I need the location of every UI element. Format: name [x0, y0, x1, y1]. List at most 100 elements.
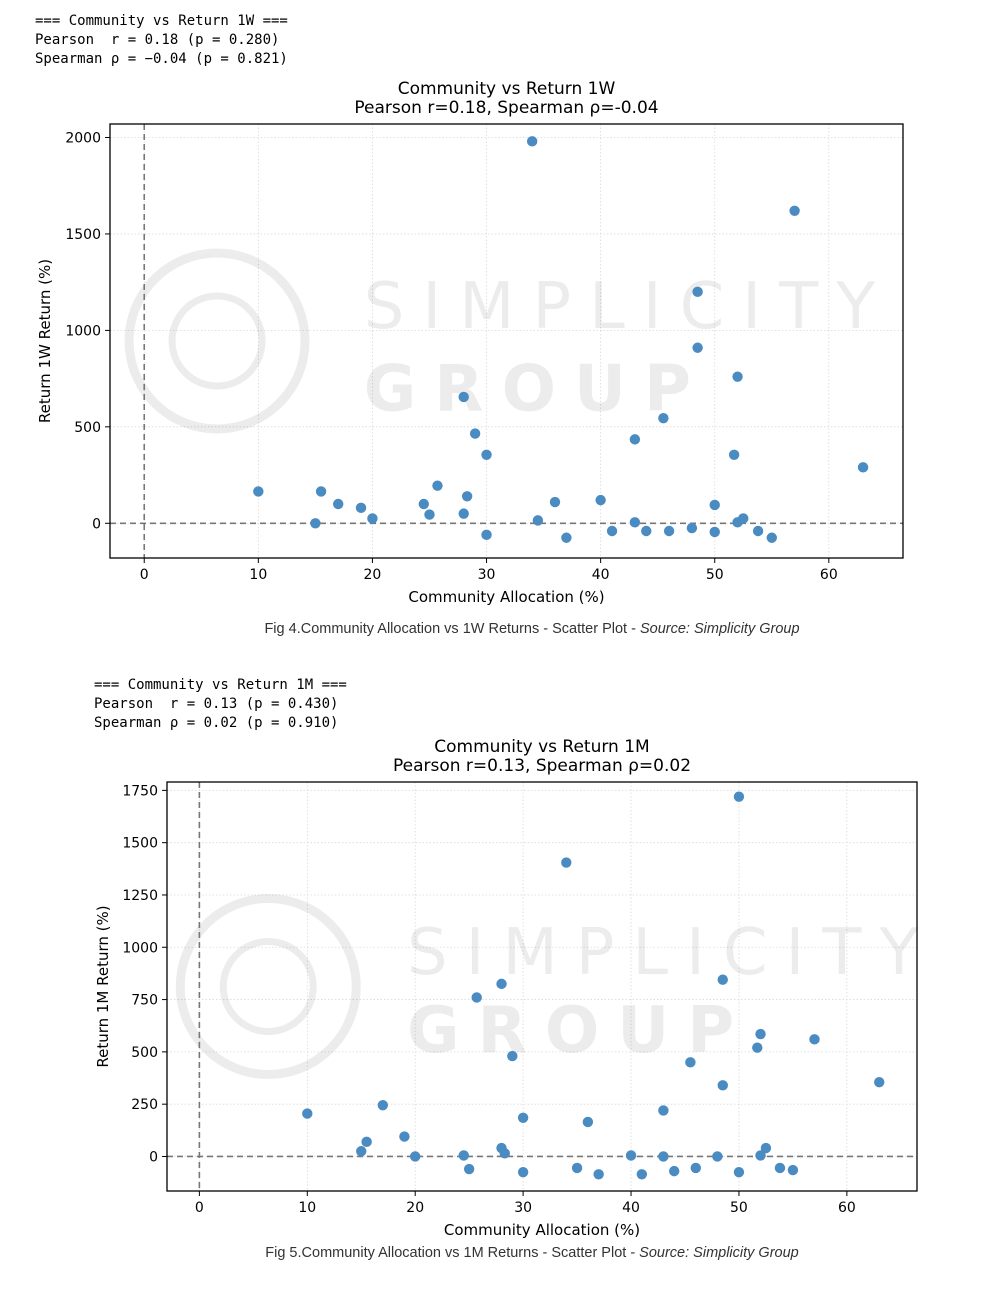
chart-subtitle: Pearson r=0.18, Spearman ρ=-0.04 — [354, 98, 658, 118]
x-axis-label: Community Allocation (%) — [408, 588, 604, 606]
figure-caption-4: Fig 4.Community Allocation vs 1W Returns… — [37, 621, 990, 637]
data-point — [424, 509, 435, 520]
caption-text: Fig 5.Community Allocation vs 1M Returns… — [265, 1245, 640, 1261]
data-point — [549, 496, 561, 508]
y-tick-label: 0 — [92, 516, 101, 532]
x-tick-label: 60 — [820, 567, 838, 583]
data-points — [253, 136, 869, 543]
data-point — [458, 508, 469, 519]
data-point — [787, 1164, 799, 1176]
watermark-logo-icon — [175, 894, 361, 1079]
stats-line: Spearman ρ = 0.02 (p = 0.910) — [94, 715, 339, 731]
data-point — [717, 1080, 728, 1091]
data-point — [692, 342, 703, 353]
data-point — [356, 1146, 367, 1157]
data-point — [766, 532, 777, 543]
x-tick-label: 20 — [406, 1200, 424, 1216]
data-point — [458, 391, 469, 403]
watermark-text: SIMPLICITY — [364, 270, 894, 344]
watermark-logo-icon — [219, 938, 317, 1035]
y-tick-label: 1250 — [122, 888, 158, 904]
data-point — [561, 857, 572, 868]
data-point — [561, 532, 572, 543]
data-point — [410, 1151, 421, 1162]
data-point — [690, 1162, 701, 1174]
watermark-logo-icon — [124, 248, 310, 434]
figure-caption-5: Fig 5.Community Allocation vs 1M Returns… — [37, 1245, 990, 1261]
data-point — [668, 1165, 680, 1177]
data-point — [469, 428, 481, 439]
chart-subtitle: Pearson r=0.13, Spearman ρ=0.02 — [393, 756, 691, 776]
x-tick-label: 50 — [730, 1200, 748, 1216]
data-point — [333, 498, 344, 510]
data-points — [302, 791, 885, 1180]
data-point — [629, 434, 641, 445]
y-tick-label: 2000 — [65, 131, 101, 147]
data-point — [355, 502, 367, 514]
data-point — [755, 1150, 766, 1161]
data-point — [809, 1034, 820, 1045]
data-point — [712, 1151, 723, 1162]
watermark-logo-icon — [168, 292, 266, 390]
data-point — [458, 1150, 469, 1161]
data-point — [517, 1112, 529, 1123]
data-point — [733, 1166, 745, 1178]
y-tick-label: 750 — [131, 993, 158, 1009]
data-point — [582, 1116, 594, 1128]
caption-text: Fig 4.Community Allocation vs 1W Returns… — [264, 621, 640, 637]
stats-block-1m: === Community vs Return 1M === Pearson r… — [94, 676, 347, 733]
data-point — [517, 1166, 529, 1178]
watermark-text: SIMPLICITY — [407, 916, 937, 990]
data-point — [461, 491, 473, 502]
y-tick-label: 500 — [74, 420, 101, 436]
x-tick-label: 50 — [706, 567, 724, 583]
data-point — [692, 286, 703, 298]
caption-source: Source: Simplicity Group — [639, 621, 800, 637]
watermark: SIMPLICITY GROUP — [124, 248, 894, 434]
data-point — [752, 1042, 763, 1053]
data-point — [499, 1148, 510, 1159]
data-point — [361, 1136, 372, 1148]
watermark-text: GROUP — [364, 352, 709, 426]
y-axis-label: Return 1M Return (%) — [94, 905, 112, 1067]
x-tick-label: 0 — [140, 567, 149, 583]
data-point — [685, 1057, 696, 1068]
stats-block-1w: === Community vs Return 1W === Pearson r… — [35, 12, 288, 69]
data-point — [733, 791, 745, 802]
y-tick-label: 500 — [131, 1045, 158, 1061]
x-tick-label: 30 — [478, 567, 496, 583]
data-point — [728, 449, 740, 461]
stats-line: Spearman ρ = −0.04 (p = 0.821) — [35, 51, 288, 67]
caption-source: Source: Simplicity Group — [639, 1245, 799, 1261]
data-point — [658, 412, 669, 424]
data-point — [595, 494, 606, 506]
data-point — [625, 1150, 637, 1161]
stats-line: Pearson r = 0.13 (p = 0.430) — [94, 696, 339, 712]
data-point — [663, 525, 675, 537]
data-point — [755, 1028, 766, 1040]
data-point — [571, 1162, 583, 1174]
data-point — [789, 205, 800, 216]
y-tick-label: 1500 — [65, 227, 101, 243]
data-point — [760, 1142, 772, 1154]
stats-line: === Community vs Return 1M === — [94, 677, 347, 693]
data-point — [463, 1163, 475, 1175]
y-tick-label: 1000 — [65, 323, 101, 339]
chart-title: Community vs Return 1W — [398, 79, 616, 99]
watermark-text: GROUP — [407, 994, 752, 1068]
x-tick-label: 30 — [514, 1200, 532, 1216]
data-point — [874, 1077, 885, 1088]
data-point — [302, 1108, 313, 1119]
chart-title: Community vs Return 1M — [434, 737, 649, 757]
data-point — [636, 1169, 648, 1180]
y-tick-label: 0 — [149, 1149, 158, 1165]
y-tick-label: 1500 — [122, 836, 158, 852]
y-axis-label: Return 1W Return (%) — [36, 259, 54, 423]
data-point — [606, 525, 618, 537]
data-point — [732, 371, 743, 382]
data-point — [432, 480, 443, 491]
data-point — [658, 1105, 669, 1116]
data-point — [658, 1151, 669, 1162]
